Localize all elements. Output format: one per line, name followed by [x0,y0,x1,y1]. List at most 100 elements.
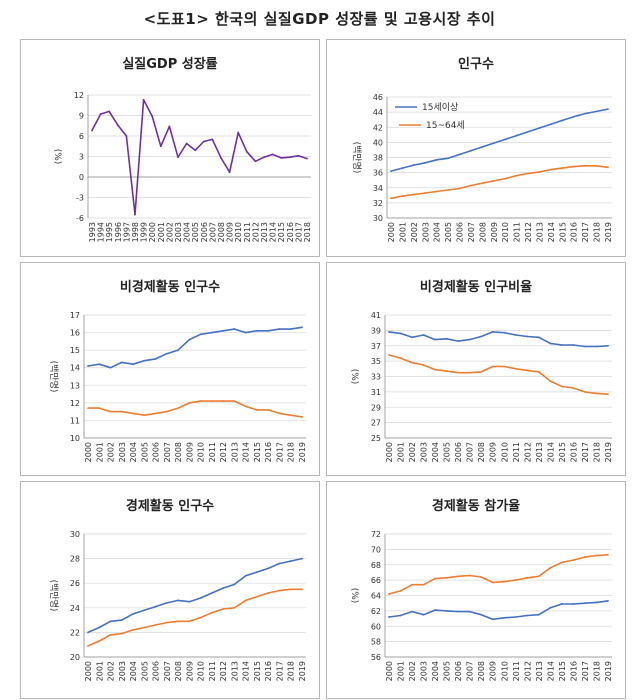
x-tick-label: 2006 [200,222,209,242]
x-tick-label: 2001 [95,442,104,462]
data-point [526,614,529,617]
data-point [388,331,390,333]
data-point [458,153,461,156]
data-point [491,618,494,621]
x-tick-label: 2019 [604,442,613,462]
data-point [244,331,247,334]
data-point [271,153,274,156]
data-point [515,134,518,137]
data-point [254,160,257,163]
data-point [560,603,563,605]
x-tick-label: 1999 [140,222,149,242]
y-tick-label: 6 [79,132,84,141]
x-tick-label: 2016 [286,222,295,242]
data-point [491,581,494,584]
x-tick-label: 2007 [466,661,475,681]
x-tick-label: 2010 [234,222,243,242]
y-tick-label: 15 [70,346,80,355]
data-point [109,366,112,369]
data-point [514,579,517,582]
x-tick-label: 2011 [243,222,252,242]
y-axis-label: (백만명) [351,142,362,174]
data-point [584,602,586,605]
x-tick-label: 2016 [570,222,579,242]
data-point [503,580,506,583]
x-tick-label: 2002 [165,222,174,242]
x-tick-label: 2010 [501,222,510,242]
x-tick-label: 2017 [294,222,303,242]
x-tick-label: 2001 [397,661,406,681]
x-tick-label: 2013 [535,442,544,462]
data-point [561,119,564,122]
data-point [595,164,598,167]
y-tick-label: 39 [371,326,381,335]
y-tick-label: 10 [70,434,80,443]
data-point [584,390,586,393]
data-point [607,553,609,556]
data-point [154,624,157,626]
x-tick-label: 2016 [569,442,578,462]
x-tick-label: 2007 [466,442,475,462]
x-tick-label: 2004 [431,442,440,462]
data-point [222,400,225,402]
data-point [537,575,540,578]
data-point [527,172,529,175]
data-point [503,616,506,619]
y-tick-label: 12 [70,399,80,408]
x-tick-label: 2010 [197,442,206,462]
x-tick-label: 2014 [546,442,555,462]
data-point [188,600,191,603]
data-point [526,369,529,372]
x-tick-label: 2017 [581,661,590,681]
data-point [288,156,291,159]
x-tick-label: 2018 [287,442,296,462]
data-point [584,556,586,558]
x-tick-label: 2010 [197,661,206,681]
panel-gdp: 실질GDP 성장률 (%) -6 -3 0 3 6 9 12 1993 1994 1995 1996 19… [20,39,320,257]
data-point [98,640,101,642]
data-point [584,112,587,115]
y-tick-label: 17 [70,311,80,320]
data-point [278,412,281,415]
y-tick-label: 64 [371,592,381,601]
panel-nonparticipation: 비경제활동 인구수 (백만명) 10 11 12 13 14 15 16 17 2000 2001 20… [20,262,320,476]
x-tick-label: 2008 [217,222,226,242]
data-point [199,616,202,619]
data-point [572,387,575,389]
x-tick-label: 2017 [275,442,284,462]
data-point [134,213,136,216]
data-point [447,189,450,191]
data-point [120,619,123,621]
data-point [445,370,448,373]
y-tick-label: 22 [70,628,80,637]
data-point [549,380,552,383]
data-point [468,371,471,374]
data-point [445,609,448,612]
data-point [491,331,494,333]
data-point [116,124,119,126]
data-point [199,333,202,336]
data-point [424,192,427,194]
data-point [468,338,471,341]
y-tick-label: 68 [371,561,381,570]
data-point [177,349,180,352]
data-point [109,620,112,623]
x-tick-label: 2000 [385,661,394,681]
data-point [422,583,425,586]
data-point [244,574,247,577]
data-point [289,560,292,562]
data-point [177,407,180,410]
x-tick-label: 2016 [264,442,273,462]
chart-title: 비경제활동 인구비율 [420,279,532,295]
y-tick-label: 28 [70,555,80,564]
x-tick-label: 2011 [513,222,522,242]
data-point [399,589,402,592]
data-point [289,588,292,591]
x-tick-label: 2000 [385,442,394,462]
y-tick-label: 44 [373,108,383,117]
x-tick-label: 2004 [433,222,442,242]
x-tick-label: 2017 [581,442,590,462]
data-point [125,135,128,137]
x-tick-label: 2002 [107,661,116,681]
